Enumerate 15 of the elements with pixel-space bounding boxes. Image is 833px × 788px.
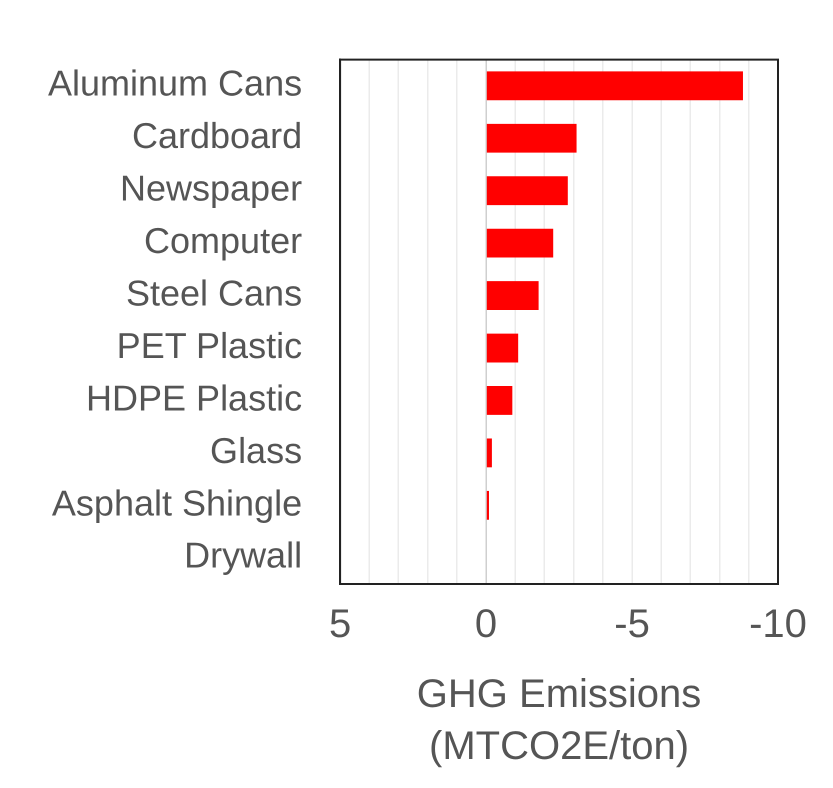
y-tick-label: HDPE Plastic — [86, 377, 302, 418]
y-tick-label: Newspaper — [120, 168, 302, 209]
y-tick-label: Cardboard — [132, 115, 302, 156]
y-tick-label: Computer — [144, 220, 302, 262]
x-tick-label: 5 — [328, 602, 352, 646]
y-tick-label: Asphalt Shingle — [52, 482, 302, 524]
y-tick-label: Aluminum Cans — [48, 62, 302, 104]
x-tick-label: -10 — [749, 602, 807, 646]
x-axis-title: GHG Emissions (MTCO2E/ton) — [416, 672, 702, 768]
x-tick-label: -5 — [614, 602, 650, 646]
y-tick-label: Drywall — [184, 534, 302, 576]
y-tick-label: Steel Cans — [126, 272, 302, 314]
x-tick-label: 0 — [474, 602, 498, 646]
y-tick-label: PET Plastic — [116, 324, 302, 366]
y-tick-label: Glass — [210, 430, 302, 471]
